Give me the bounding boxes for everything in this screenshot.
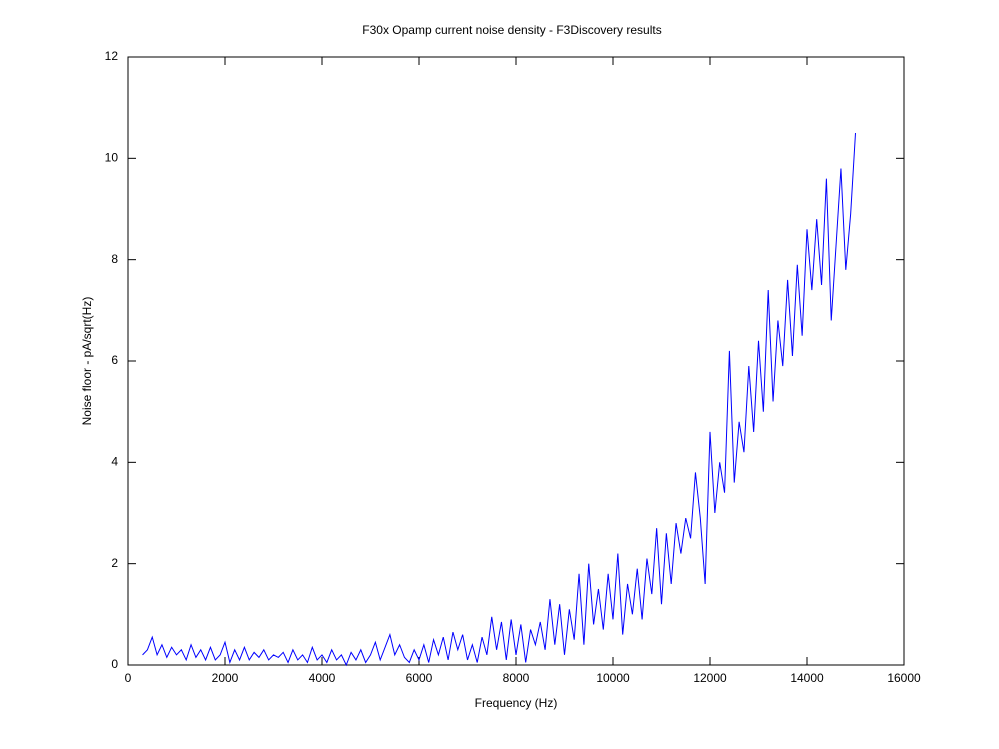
data-line (142, 132, 856, 667)
x-tick-label: 16000 (887, 671, 921, 685)
x-tick-label: 0 (125, 671, 132, 685)
y-tick-label: 8 (111, 252, 118, 266)
x-tick-label: 2000 (212, 671, 239, 685)
y-tick-label: 0 (111, 657, 118, 671)
x-tick-label: 4000 (309, 671, 336, 685)
y-tick-label: 10 (105, 151, 119, 165)
x-tick-label: 12000 (693, 671, 727, 685)
x-tick-label: 6000 (406, 671, 433, 685)
y-tick-label: 4 (111, 455, 118, 469)
chart-title: F30x Opamp current noise density - F3Dis… (362, 23, 661, 37)
y-tick-label: 12 (105, 49, 119, 63)
y-tick-label: 6 (111, 353, 118, 367)
y-tick-label: 2 (111, 556, 118, 570)
x-tick-label: 10000 (596, 671, 630, 685)
x-axis-label: Frequency (Hz) (475, 696, 558, 710)
y-axis-label: Noise floor - pA/sqrt(Hz) (80, 297, 94, 426)
x-tick-label: 14000 (790, 671, 824, 685)
x-tick-label: 8000 (503, 671, 530, 685)
